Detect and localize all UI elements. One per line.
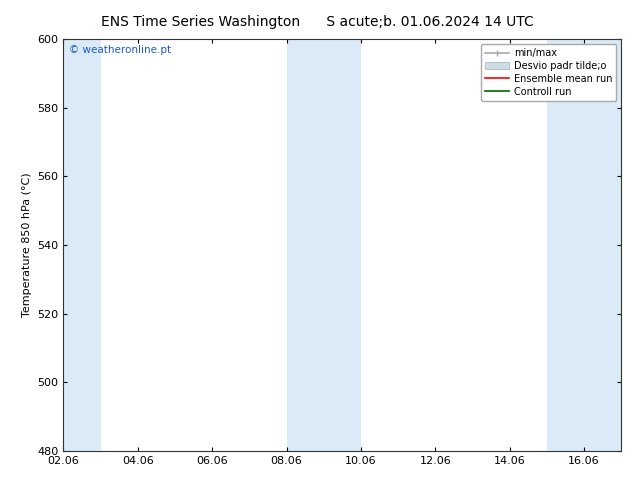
- Bar: [63, 39, 101, 451]
- Bar: [547, 39, 621, 451]
- Text: ENS Time Series Washington      S acute;b. 01.06.2024 14 UTC: ENS Time Series Washington S acute;b. 01…: [101, 15, 533, 29]
- Legend: min/max, Desvio padr tilde;o, Ensemble mean run, Controll run: min/max, Desvio padr tilde;o, Ensemble m…: [481, 44, 616, 100]
- Y-axis label: Temperature 850 hPa (°C): Temperature 850 hPa (°C): [22, 172, 32, 318]
- Bar: [287, 39, 361, 451]
- Text: © weatheronline.pt: © weatheronline.pt: [69, 46, 171, 55]
